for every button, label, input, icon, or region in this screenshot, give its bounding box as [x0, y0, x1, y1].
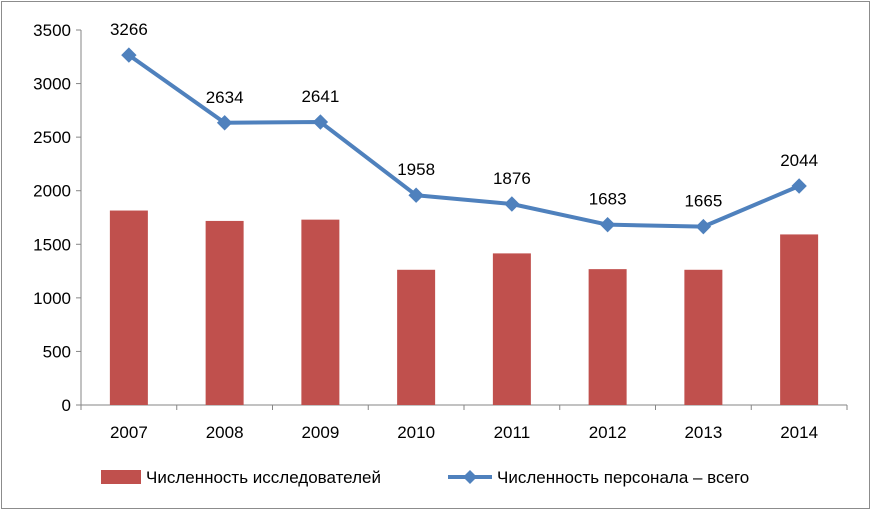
legend: Численность исследователей Численность пе…: [101, 468, 749, 487]
line-point: [408, 187, 424, 203]
x-tick-label: 2008: [206, 423, 244, 442]
line-point: [216, 115, 233, 131]
y-tick-label: 0: [62, 396, 71, 415]
x-tick-label: 2009: [301, 423, 339, 442]
data-label: 1876: [493, 169, 531, 188]
data-label: 3266: [110, 20, 148, 39]
bars-series: [109, 210, 819, 405]
y-tick-label: 3500: [33, 21, 71, 40]
x-tick-label: 2011: [494, 423, 531, 442]
legend-line-marker: [463, 470, 477, 484]
data-label: 1665: [684, 192, 722, 211]
line-point: [312, 114, 329, 130]
y-tick-label: 2500: [33, 128, 71, 147]
data-label: 2044: [780, 151, 818, 170]
bar: [780, 234, 819, 405]
line-point: [695, 218, 712, 235]
data-label: 1683: [589, 190, 627, 209]
line-point: [599, 216, 616, 233]
x-tick-label: 2014: [780, 423, 818, 442]
data-label: 1958: [397, 160, 435, 179]
x-tick-label: 2013: [684, 423, 722, 442]
bar: [397, 269, 436, 405]
bar: [588, 269, 627, 405]
series-line: [127, 53, 800, 229]
x-tick-label: 2010: [397, 423, 435, 442]
bar: [492, 253, 531, 405]
y-tick-label: 500: [43, 342, 71, 361]
bar: [109, 210, 148, 405]
bar: [301, 219, 340, 405]
line-point: [791, 178, 807, 194]
x-tick-label: 2007: [110, 423, 148, 442]
data-label: 2641: [301, 87, 339, 106]
y-tick-label: 1500: [33, 235, 71, 254]
bar: [205, 220, 244, 405]
chart: 0 500 1000 1500 2000 2500 3000 3500 2007 2008 2009…: [33, 20, 848, 487]
axes: 0 500 1000 1500 2000 2500 3000 3500 2007 2008 2009…: [33, 21, 848, 442]
x-tick-label: 2012: [589, 423, 627, 442]
legend-label: Численность исследователей: [146, 468, 381, 487]
line-series: 3266 2634 2641 1958 1876 1683 1665 2044: [110, 20, 818, 235]
y-tick-label: 1000: [33, 289, 71, 308]
y-tick-label: 2000: [33, 182, 71, 201]
bar: [684, 269, 723, 405]
line-point: [121, 47, 137, 63]
legend-bar-swatch: [101, 470, 141, 484]
legend-label: Численность персонала – всего: [497, 468, 749, 487]
y-tick-label: 3000: [33, 75, 71, 94]
line-point: [504, 196, 520, 212]
data-label: 2634: [206, 88, 244, 107]
